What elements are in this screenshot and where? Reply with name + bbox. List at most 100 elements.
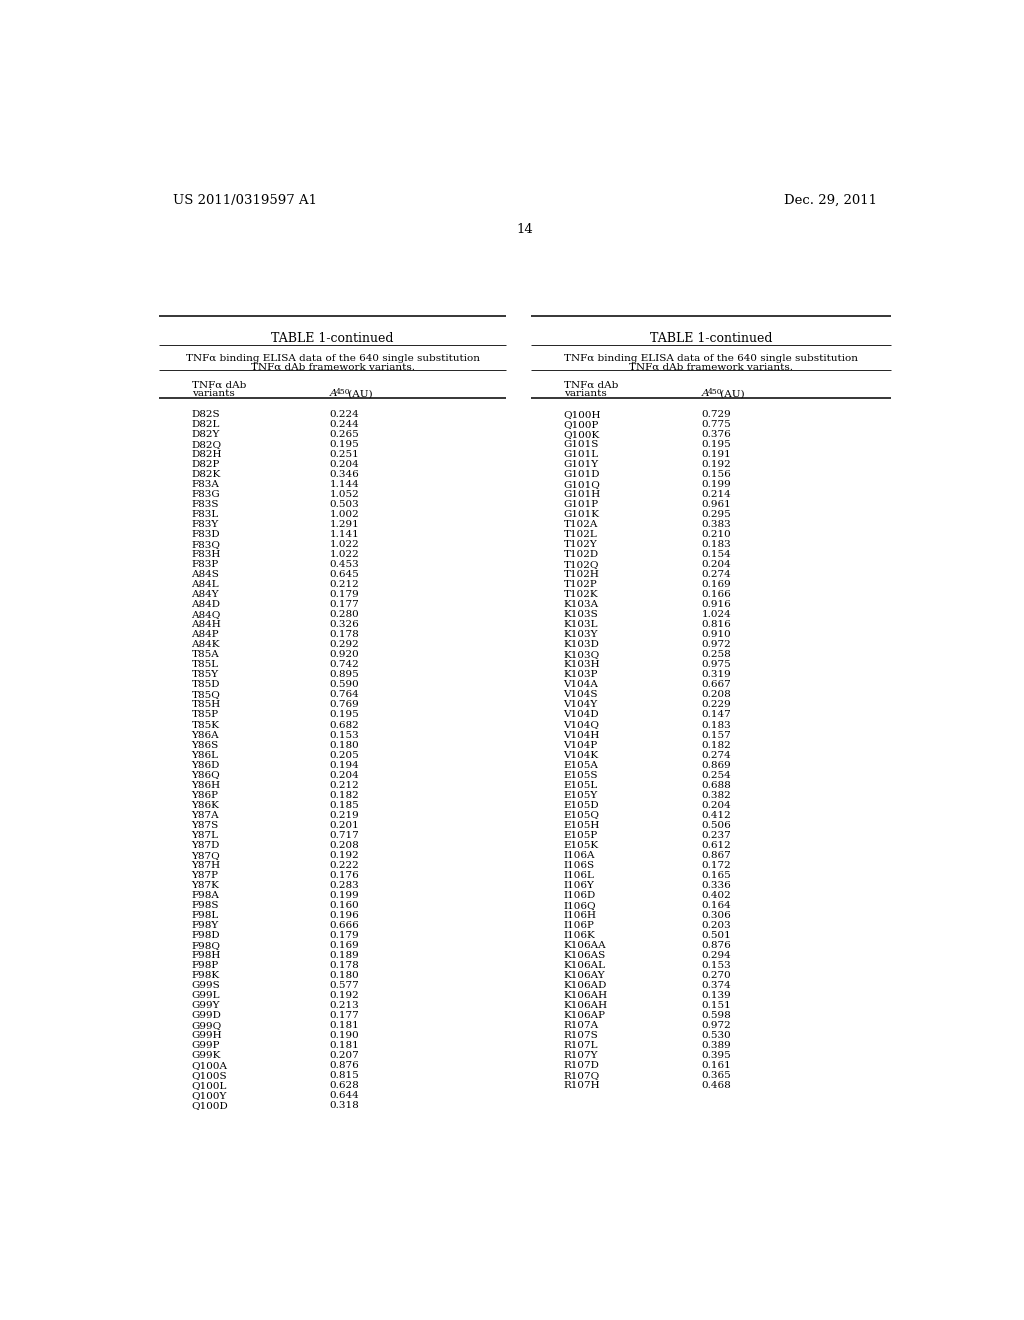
Text: 0.412: 0.412 [701,810,731,820]
Text: 0.151: 0.151 [701,1001,731,1010]
Text: 0.265: 0.265 [330,430,359,440]
Text: E105H: E105H [563,821,600,829]
Text: R107A: R107A [563,1020,599,1030]
Text: 0.183: 0.183 [701,540,731,549]
Text: 0.199: 0.199 [330,891,359,900]
Text: 0.590: 0.590 [330,681,359,689]
Text: T102K: T102K [563,590,598,599]
Text: G99H: G99H [191,1031,222,1040]
Text: F83H: F83H [191,550,221,560]
Text: K103L: K103L [563,620,598,630]
Text: 0.183: 0.183 [701,721,731,730]
Text: 0.169: 0.169 [701,581,731,589]
Text: 0.161: 0.161 [701,1061,731,1069]
Text: 0.644: 0.644 [330,1090,359,1100]
Text: 0.201: 0.201 [330,821,359,829]
Text: K106AL: K106AL [563,961,605,970]
Text: 0.194: 0.194 [330,760,359,770]
Text: Y86L: Y86L [191,751,218,759]
Text: 0.815: 0.815 [330,1071,359,1080]
Text: 0.156: 0.156 [701,470,731,479]
Text: 0.192: 0.192 [701,461,731,469]
Text: F83L: F83L [191,511,219,519]
Text: 0.326: 0.326 [330,620,359,630]
Text: K103Y: K103Y [563,631,598,639]
Text: Y87S: Y87S [191,821,219,829]
Text: T85D: T85D [191,681,220,689]
Text: K103P: K103P [563,671,598,680]
Text: 0.190: 0.190 [330,1031,359,1040]
Text: A: A [701,389,709,399]
Text: T102P: T102P [563,581,597,589]
Text: 0.501: 0.501 [701,931,731,940]
Text: T102H: T102H [563,570,599,579]
Text: K106AD: K106AD [563,981,607,990]
Text: E105D: E105D [563,800,599,809]
Text: 0.895: 0.895 [330,671,359,680]
Text: R107Y: R107Y [563,1051,598,1060]
Text: Q100D: Q100D [191,1101,228,1110]
Text: 0.628: 0.628 [330,1081,359,1090]
Text: 0.769: 0.769 [330,701,359,709]
Text: R107D: R107D [563,1061,599,1069]
Text: G101S: G101S [563,441,599,449]
Text: 0.920: 0.920 [330,651,359,660]
Text: 0.208: 0.208 [330,841,359,850]
Text: 0.160: 0.160 [330,900,359,909]
Text: 1.141: 1.141 [330,531,359,540]
Text: K106AH: K106AH [563,1001,607,1010]
Text: Q100H: Q100H [563,411,601,420]
Text: F83P: F83P [191,561,219,569]
Text: 0.389: 0.389 [701,1040,731,1049]
Text: D82H: D82H [191,450,222,459]
Text: 0.192: 0.192 [330,991,359,999]
Text: T85Q: T85Q [191,690,220,700]
Text: K106AY: K106AY [563,970,605,979]
Text: K103H: K103H [563,660,600,669]
Text: R107S: R107S [563,1031,598,1040]
Text: T85P: T85P [191,710,219,719]
Text: A84S: A84S [191,570,219,579]
Text: Y86Q: Y86Q [191,771,220,780]
Text: Y86P: Y86P [191,791,218,800]
Text: 0.185: 0.185 [330,800,359,809]
Text: D82L: D82L [191,420,220,429]
Text: 0.295: 0.295 [701,511,731,519]
Text: 0.688: 0.688 [701,780,731,789]
Text: F98A: F98A [191,891,219,900]
Text: K106AH: K106AH [563,991,607,999]
Text: TNFα binding ELISA data of the 640 single substitution: TNFα binding ELISA data of the 640 singl… [185,354,479,363]
Text: 0.203: 0.203 [701,921,731,929]
Text: Q100P: Q100P [563,420,599,429]
Text: V104D: V104D [563,710,599,719]
Text: 0.222: 0.222 [330,861,359,870]
Text: K106AA: K106AA [563,941,606,949]
Text: 0.229: 0.229 [701,701,731,709]
Text: 0.346: 0.346 [330,470,359,479]
Text: G101H: G101H [563,490,601,499]
Text: Y87A: Y87A [191,810,219,820]
Text: 0.468: 0.468 [701,1081,731,1090]
Text: 0.383: 0.383 [701,520,731,529]
Text: Y87Q: Y87Q [191,850,220,859]
Text: F83S: F83S [191,500,219,510]
Text: 0.164: 0.164 [701,900,731,909]
Text: T102Y: T102Y [563,540,597,549]
Text: Q100Y: Q100Y [191,1090,227,1100]
Text: A: A [330,389,337,399]
Text: A84H: A84H [191,620,221,630]
Text: 0.775: 0.775 [701,420,731,429]
Text: 0.961: 0.961 [701,500,731,510]
Text: 0.165: 0.165 [701,871,731,879]
Text: 1.144: 1.144 [330,480,359,490]
Text: F98S: F98S [191,900,219,909]
Text: F98H: F98H [191,950,221,960]
Text: K103D: K103D [563,640,599,649]
Text: I106P: I106P [563,921,594,929]
Text: F83A: F83A [191,480,219,490]
Text: Dec. 29, 2011: Dec. 29, 2011 [783,194,877,207]
Text: A84K: A84K [191,640,220,649]
Text: 0.816: 0.816 [701,620,731,630]
Text: G101P: G101P [563,500,599,510]
Text: T85K: T85K [191,721,219,730]
